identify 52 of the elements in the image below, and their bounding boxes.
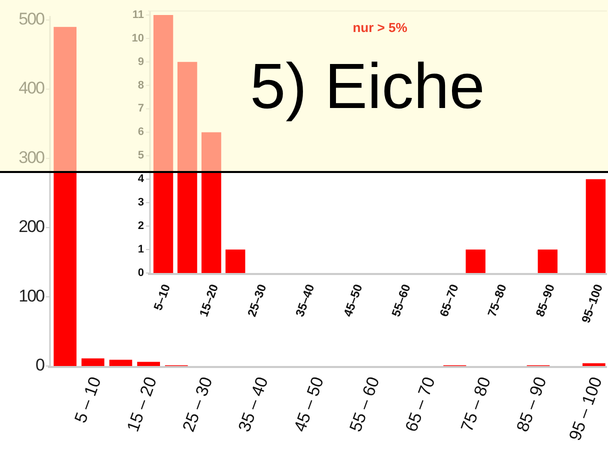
x-tick-label: 55–60 <box>388 282 414 318</box>
x-tick-label: 5–10 <box>150 282 174 312</box>
y-tick-label: 6 <box>138 126 144 138</box>
bar <box>82 358 104 366</box>
y-tick-label: 400 <box>18 78 45 98</box>
bar <box>538 250 558 273</box>
x-tick-label: 85–90 <box>532 282 558 318</box>
y-tick-label: 200 <box>18 217 45 236</box>
x-tick-label: 45–50 <box>340 282 366 318</box>
x-tick-label: 15 – 20 <box>123 374 161 434</box>
x-tick-label: 85 – 90 <box>512 374 550 434</box>
y-tick-label: 10 <box>132 32 144 44</box>
x-tick-label: 75–80 <box>484 282 510 318</box>
x-tick-label: 95 – 100 <box>565 374 606 444</box>
annotation: nur > 5% <box>352 20 408 35</box>
bar <box>153 15 174 273</box>
y-tick-label: 8 <box>138 79 144 92</box>
x-tick-label: 55 – 60 <box>346 374 384 434</box>
bar <box>137 362 160 366</box>
bar <box>54 26 76 366</box>
y-tick-label: 4 <box>138 173 145 186</box>
x-tick-label: 45 – 50 <box>290 374 328 434</box>
x-tick-label: 65–70 <box>436 282 462 318</box>
bar <box>466 250 486 273</box>
text: 5) Eiche <box>250 50 485 122</box>
y-tick-label: 100 <box>18 286 45 306</box>
x-tick-label: 65 – 70 <box>402 374 439 434</box>
y-tick-label: 2 <box>138 220 144 232</box>
x-tick-label: 35–40 <box>292 282 318 318</box>
x-tick-label: 35 – 40 <box>234 374 272 434</box>
x-tick-label: 75 – 80 <box>457 374 495 434</box>
bar <box>177 62 198 273</box>
y-tick-label: 0 <box>36 355 45 374</box>
bar <box>201 132 222 273</box>
y-tick-label: 5 <box>138 150 144 162</box>
bar <box>586 179 606 273</box>
y-tick-label: 0 <box>138 266 144 279</box>
y-tick-label: 500 <box>18 9 45 28</box>
x-tick-label: 25–30 <box>244 282 270 318</box>
bar <box>226 250 246 273</box>
x-tick-label: 15–20 <box>196 282 222 318</box>
y-tick-label: 3 <box>138 196 144 209</box>
x-tick-label: 25 – 30 <box>178 374 216 434</box>
x-tick-label: 5 – 10 <box>70 374 105 426</box>
bar <box>582 363 606 366</box>
y-tick-label: 7 <box>138 102 144 115</box>
y-tick-label: 9 <box>138 56 144 68</box>
y-tick-label: 300 <box>18 148 45 167</box>
y-tick-label: 11 <box>132 8 144 21</box>
x-tick-label: 95–100 <box>578 282 606 325</box>
bar <box>109 360 132 366</box>
y-tick-label: 1 <box>138 243 144 256</box>
